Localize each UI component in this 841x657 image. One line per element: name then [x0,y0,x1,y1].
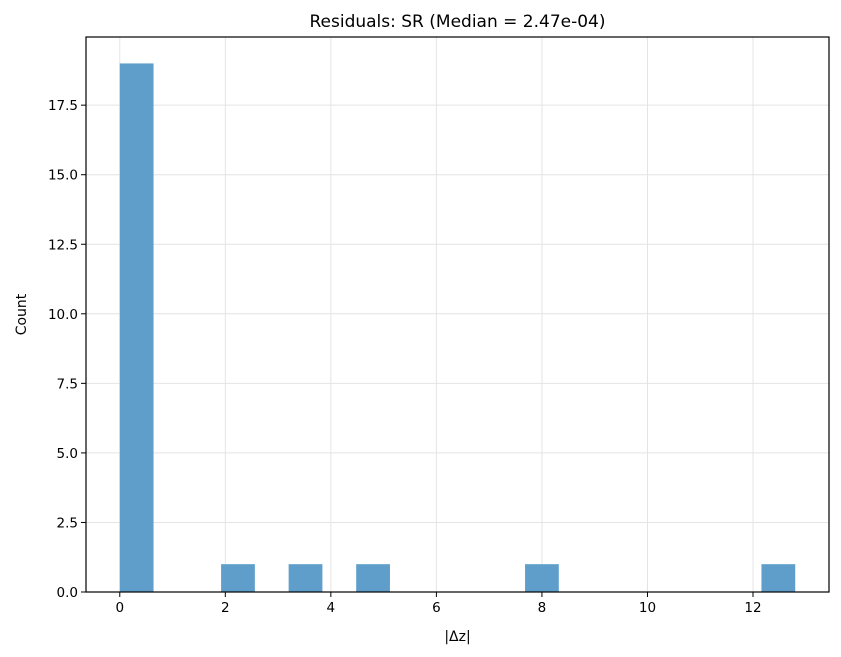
chart-title: Residuals: SR (Median = 2.47e-04) [309,12,605,32]
y-tick-label: 17.5 [48,98,78,114]
histogram-bar [356,564,390,592]
bars [119,63,796,592]
x-tick-label: 6 [432,600,441,616]
x-tick-label: 2 [221,600,230,616]
y-tick-label: 5.0 [57,446,78,462]
x-tick-label: 4 [327,600,336,616]
y-tick-label: 15.0 [48,168,78,184]
plot-frame [85,36,830,593]
x-tick-label: 10 [639,600,656,616]
x-axis-ticks: 0 2 4 6 8 10 12 [115,592,762,616]
y-tick-label: 7.5 [57,376,78,392]
histogram-bar [119,63,154,592]
histogram-bar [221,564,255,592]
y-tick-label: 2.5 [57,515,78,531]
x-axis-label: |Δz| [444,629,470,645]
y-axis-label: Count [14,293,30,335]
x-tick-label: 12 [744,600,761,616]
histogram-bar [525,564,559,592]
y-tick-label: 10.0 [48,307,78,323]
histogram-bar [761,564,796,592]
y-tick-label: 12.5 [48,237,78,253]
x-tick-label: 0 [115,600,124,616]
histogram-bar [288,564,323,592]
y-tick-label: 0.0 [57,585,78,601]
y-axis-ticks: 0.0 2.5 5.0 7.5 10.0 12.5 15.0 17.5 [48,98,86,601]
x-tick-label: 8 [538,600,547,616]
